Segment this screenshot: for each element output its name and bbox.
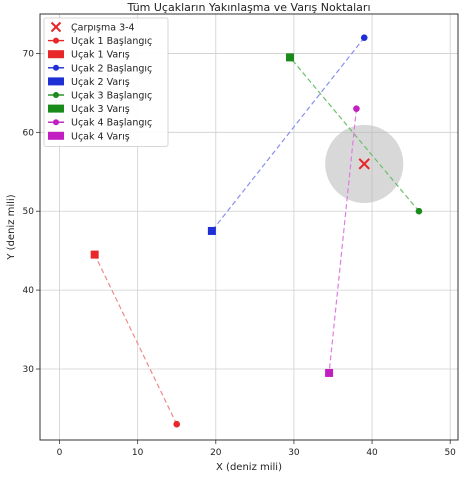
x-tick-label: 10 bbox=[132, 448, 144, 458]
x-tick-label: 0 bbox=[57, 448, 63, 458]
x-axis-label: X (deniz mili) bbox=[216, 462, 282, 473]
x-tick-label: 40 bbox=[366, 448, 378, 458]
legend-marker-start bbox=[53, 64, 59, 71]
legend-marker-start bbox=[53, 119, 59, 126]
end-point bbox=[286, 53, 295, 62]
legend-label: Uçak 3 Başlangıç bbox=[71, 91, 152, 102]
flight-path-2 bbox=[211, 37, 365, 232]
legend-marker-end bbox=[48, 50, 64, 59]
chart-title: Tüm Uçakların Yakınlaşma ve Varış Noktal… bbox=[126, 1, 370, 14]
start-point bbox=[415, 207, 423, 215]
x-tick-label: 50 bbox=[444, 448, 456, 458]
end-point bbox=[90, 250, 99, 259]
legend-marker-start bbox=[53, 92, 59, 98]
legend-marker-collision bbox=[50, 21, 62, 33]
collision-marker bbox=[358, 158, 370, 170]
y-tick-label: 40 bbox=[23, 286, 35, 296]
legend-label: Uçak 4 Varış bbox=[71, 131, 130, 142]
x-tick-label: 20 bbox=[210, 448, 222, 458]
y-tick-label: 30 bbox=[23, 365, 35, 375]
x-tick-label: 30 bbox=[288, 448, 300, 458]
start-point bbox=[360, 34, 368, 41]
y-tick-label: 70 bbox=[23, 49, 35, 59]
legend-box bbox=[43, 17, 169, 147]
legend-label: Uçak 2 Varış bbox=[71, 77, 130, 88]
legend-marker-end bbox=[48, 104, 64, 113]
legend-label: Uçak 1 Varış bbox=[71, 50, 130, 61]
legend-label: Uçak 1 Başlangıç bbox=[71, 36, 152, 47]
legend-label: Uçak 2 Başlangıç bbox=[71, 63, 152, 74]
flight-path-3 bbox=[289, 57, 420, 212]
end-point bbox=[207, 226, 216, 235]
legend-label: Uçak 4 Başlangıç bbox=[71, 118, 152, 129]
start-point bbox=[173, 420, 181, 428]
legend-marker-end bbox=[48, 131, 64, 140]
legend-label: Çarpışma 3-4 bbox=[71, 23, 135, 34]
y-axis-label: Y (deniz mili) bbox=[6, 194, 17, 260]
legend-marker-start bbox=[53, 37, 59, 44]
plot-frame bbox=[39, 13, 459, 441]
legend-marker-end bbox=[48, 77, 64, 86]
legend-label: Uçak 3 Varış bbox=[71, 104, 130, 115]
y-tick-label: 50 bbox=[23, 207, 35, 217]
y-tick-label: 60 bbox=[23, 128, 35, 138]
start-point bbox=[353, 105, 360, 112]
flight-path-4 bbox=[328, 108, 358, 374]
end-point bbox=[325, 368, 334, 377]
